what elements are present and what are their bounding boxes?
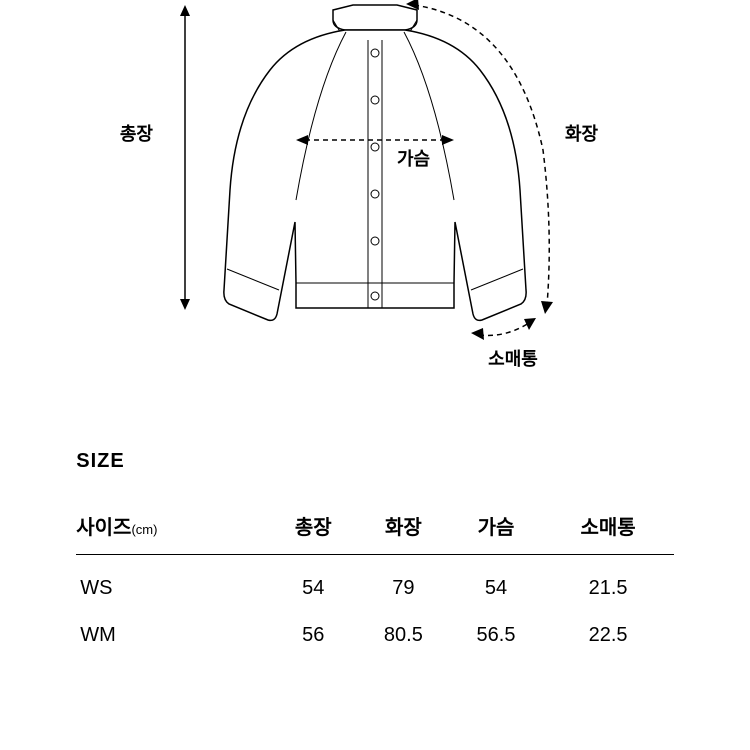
button <box>371 190 379 198</box>
col-cuff: 소매통 <box>542 511 673 555</box>
jacket-svg: 총장 가슴 화장 소매통 <box>115 0 635 410</box>
row-ws-label: WS <box>76 555 269 613</box>
arrow-sleeve-bottom <box>541 301 553 314</box>
cell: 56 <box>269 612 357 659</box>
size-table: 사이즈(cm) 총장 화장 가슴 소매통 WS 54 79 54 21.5 WM… <box>76 511 674 659</box>
col-sleeve: 화장 <box>357 511 450 555</box>
dim-cuff-line <box>479 323 529 336</box>
button <box>371 49 379 57</box>
cell: 80.5 <box>357 612 450 659</box>
cell: 79 <box>357 555 450 613</box>
size-section: SIZE 사이즈(cm) 총장 화장 가슴 소매통 WS 54 79 54 21… <box>56 450 694 659</box>
cell: 54 <box>450 555 543 613</box>
unit-label: (cm) <box>131 522 157 537</box>
button <box>371 96 379 104</box>
table-row: WS 54 79 54 21.5 <box>76 555 674 613</box>
table-header-row: 사이즈(cm) 총장 화장 가슴 소매통 <box>76 511 674 555</box>
jacket-body <box>224 30 526 320</box>
size-title: SIZE <box>76 450 674 473</box>
label-chest: 가슴 <box>397 149 430 169</box>
label-sleeve: 화장 <box>565 124 599 144</box>
cell: 21.5 <box>542 555 673 613</box>
col-chest: 가슴 <box>450 511 543 555</box>
button <box>371 143 379 151</box>
row-wm-label: WM <box>76 612 269 659</box>
arrow-cuff-right <box>524 318 536 330</box>
label-cuff: 소매통 <box>488 349 538 369</box>
jacket-diagram: 총장 가슴 화장 소매통 <box>0 0 750 410</box>
arrow-down <box>180 299 190 310</box>
label-total-length: 총장 <box>120 124 154 144</box>
cell: 22.5 <box>542 612 673 659</box>
table-row: WM 56 80.5 56.5 22.5 <box>76 612 674 659</box>
button <box>371 292 379 300</box>
arrow-up <box>180 5 190 16</box>
cell: 56.5 <box>450 612 543 659</box>
arrow-cuff-left <box>471 328 484 340</box>
col-size-label: 사이즈 <box>76 517 131 539</box>
col-total-length: 총장 <box>269 511 357 555</box>
button <box>371 237 379 245</box>
cell: 54 <box>269 555 357 613</box>
col-size: 사이즈(cm) <box>76 511 269 555</box>
jacket-collar <box>333 5 417 30</box>
